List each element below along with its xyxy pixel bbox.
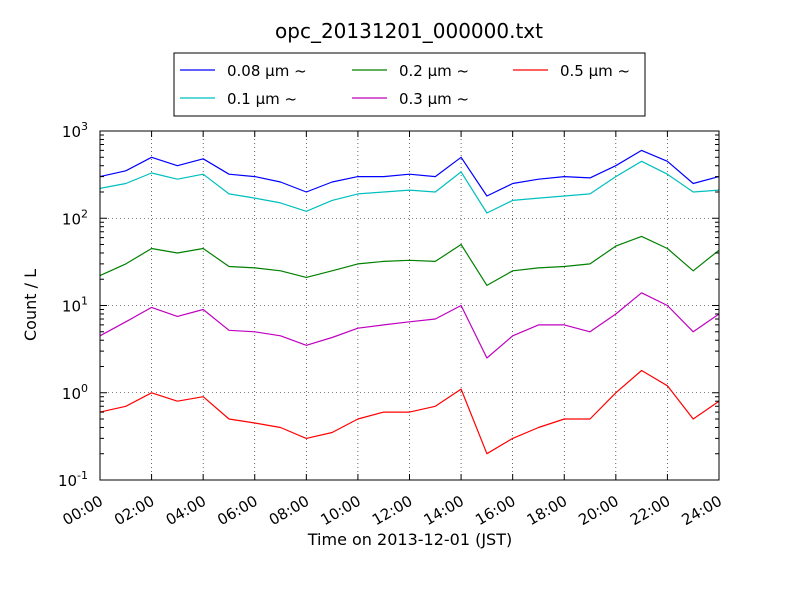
x-axis-label: Time on 2013-12-01 (JST) — [307, 530, 512, 549]
series-line — [99, 369, 720, 455]
legend: 0.08 μm ~ 0.1 μm ~ 0.2 μm ~ 0.3 μm ~ 0.5 μm … — [173, 52, 646, 117]
legend-label: 0.5 μm ~ — [560, 62, 630, 80]
legend-label: 0.3 μm ~ — [399, 90, 469, 108]
series-line — [99, 235, 720, 286]
legend-label: 0.2 μm ~ — [399, 62, 469, 80]
chart-title: opc_20131201_000000.txt — [275, 19, 543, 43]
series-lines — [99, 149, 720, 455]
series-line — [99, 160, 720, 214]
series-line — [99, 149, 720, 197]
legend-label: 0.08 μm ~ — [227, 62, 307, 80]
legend-label: 0.1 μm ~ — [227, 90, 297, 108]
y-axis-label: Count / L — [21, 269, 40, 341]
legend-box — [173, 52, 646, 117]
series-line — [99, 292, 720, 359]
